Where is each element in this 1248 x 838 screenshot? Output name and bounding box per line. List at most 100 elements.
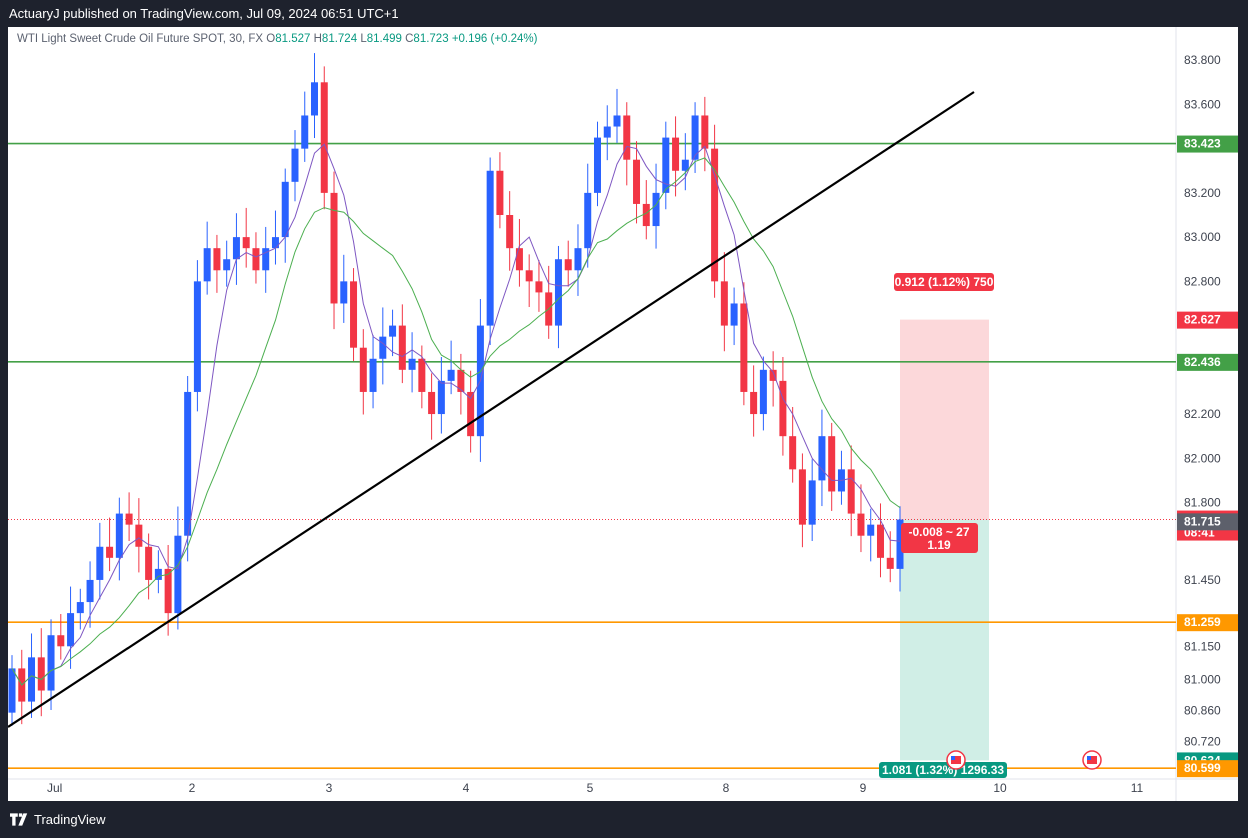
candle-body xyxy=(115,513,123,558)
candle-body xyxy=(789,436,797,470)
candle-body xyxy=(86,579,94,603)
candle-body xyxy=(857,513,865,536)
candle-body xyxy=(730,303,738,326)
candle-body xyxy=(554,259,562,326)
low-value: 81.499 xyxy=(366,33,402,45)
price-tick-label: 81.000 xyxy=(1184,672,1221,686)
candle-body xyxy=(720,281,728,326)
candle-body xyxy=(828,436,836,492)
candle-body xyxy=(681,159,689,171)
pnl-label-bg xyxy=(901,523,978,553)
candle-body xyxy=(779,380,787,437)
candle-body xyxy=(428,391,436,415)
price-tag-label: 81.715 xyxy=(1184,514,1221,528)
candle-body xyxy=(135,524,143,547)
time-tick-label: Jul xyxy=(47,781,62,795)
change-value: +0.196 (+0.24%) xyxy=(451,33,538,45)
tradingview-logo[interactable]: TradingView xyxy=(10,812,106,827)
time-tick-label: 4 xyxy=(463,781,470,795)
level-tag-bg xyxy=(1177,353,1238,371)
price-tick-label: 81.450 xyxy=(1184,573,1221,587)
candle-body xyxy=(125,513,133,525)
candle-body xyxy=(37,657,45,691)
candle-body xyxy=(184,391,192,536)
high-label: H xyxy=(313,33,322,45)
reward-label-bg xyxy=(879,762,1007,778)
level-tag-bg xyxy=(1177,135,1238,153)
candle-body xyxy=(281,181,289,238)
high-value: 81.724 xyxy=(321,33,358,45)
brand-name: TradingView xyxy=(34,812,106,827)
candle-body xyxy=(584,192,592,249)
candle-body xyxy=(154,568,162,580)
candle-body xyxy=(28,657,36,702)
candle-body xyxy=(496,170,504,215)
footer-bar: TradingView xyxy=(0,801,1248,838)
candle-body xyxy=(232,237,240,260)
level-tag-label: 83.423 xyxy=(1184,137,1221,151)
level-tag-bg xyxy=(1177,614,1238,632)
candle-body xyxy=(886,557,894,569)
candle-body xyxy=(330,192,338,304)
candle-body xyxy=(613,115,621,127)
pnl-label-line1: -0.008 ~ 27 xyxy=(908,525,969,539)
candle-body xyxy=(369,358,377,392)
level-tag-label: 80.599 xyxy=(1184,761,1221,775)
candle-body xyxy=(593,137,601,193)
price-tick-label: 82.800 xyxy=(1184,274,1221,288)
candle-body xyxy=(769,369,777,381)
open-value: 81.527 xyxy=(275,33,311,45)
time-tick-label: 5 xyxy=(587,781,594,795)
candle-body xyxy=(418,358,426,392)
price-tick-label: 81.800 xyxy=(1184,496,1221,510)
price-tick-label: 83.600 xyxy=(1184,97,1221,111)
us-flag-stripes-icon xyxy=(951,756,961,764)
stop-loss-zone xyxy=(900,319,989,520)
candle-body xyxy=(389,325,397,337)
trendline xyxy=(8,91,975,728)
price-tick-label: 80.860 xyxy=(1184,703,1221,717)
time-tick-label: 11 xyxy=(1131,781,1144,795)
candle-body xyxy=(106,546,114,558)
open-label: O xyxy=(266,33,276,45)
candle-body xyxy=(271,237,279,249)
level-tag-label: 82.436 xyxy=(1184,355,1221,369)
candle-body xyxy=(867,524,875,536)
candle-body xyxy=(379,336,387,359)
candle-body xyxy=(164,568,172,614)
candle-body xyxy=(525,270,533,282)
candle-body xyxy=(535,281,543,293)
candle-body xyxy=(76,602,84,614)
candle-body xyxy=(564,259,572,271)
candle-body xyxy=(750,391,758,415)
candle-body xyxy=(398,325,406,370)
candle-body xyxy=(623,115,631,160)
price-chart[interactable]: 83.800 83.600 83.200 83.000 82.800 82.200 82.0… xyxy=(8,27,1238,801)
close-label: C xyxy=(405,33,414,45)
candle-body xyxy=(340,281,348,304)
candle-body xyxy=(896,519,904,569)
us-flag-canton-icon xyxy=(1087,756,1091,760)
candle-body xyxy=(437,380,445,415)
reward-label: 1.081 (1.32%) 1296.33 xyxy=(882,763,1004,777)
candle-body xyxy=(203,248,211,282)
price-tag-bg xyxy=(1177,513,1238,531)
candle-body xyxy=(759,369,767,415)
time-tick-label: 8 xyxy=(723,781,730,795)
candle-body xyxy=(701,115,709,149)
candle-body xyxy=(145,546,153,580)
candle-body xyxy=(818,436,826,481)
risk-label-bg xyxy=(894,273,994,291)
price-tick-label: 80.720 xyxy=(1184,734,1221,748)
candle-body xyxy=(603,126,611,138)
us-flag-stripes-icon xyxy=(1087,756,1097,764)
candle-body xyxy=(467,391,475,437)
level-tag-label: 81.259 xyxy=(1184,615,1221,629)
candle-body xyxy=(672,137,680,171)
price-tick-label: 82.200 xyxy=(1184,407,1221,421)
chart-area[interactable]: 83.800 83.600 83.200 83.000 82.800 82.200 82.0… xyxy=(8,27,1238,801)
candle-body xyxy=(798,469,806,525)
candle-body xyxy=(96,546,104,580)
candle-body xyxy=(311,82,319,116)
candle-body xyxy=(633,159,641,204)
